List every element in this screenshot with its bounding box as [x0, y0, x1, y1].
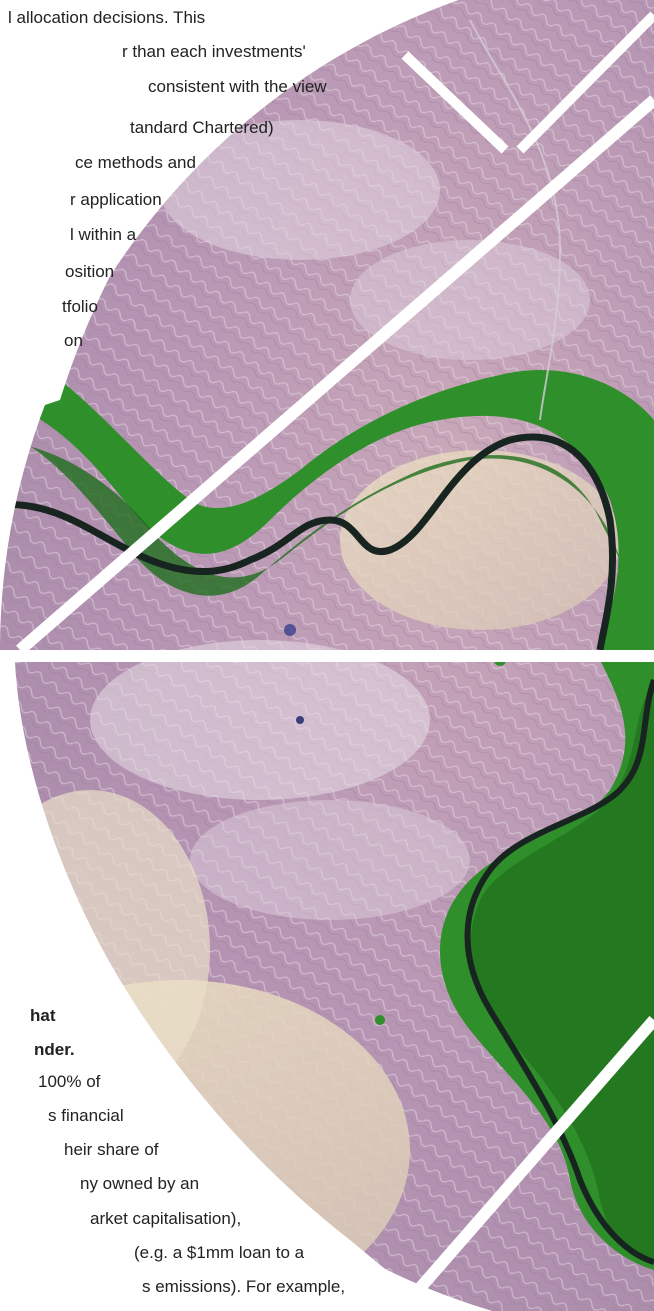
bottom-text-line: arket capitalisation),	[90, 1209, 242, 1228]
vegetation-upper	[0, 360, 654, 650]
top-text-line: tandard Chartered)	[130, 118, 274, 137]
divider-diagonal-4	[395, 1016, 654, 1311]
field-speck	[375, 1015, 385, 1025]
text-area-mask-bottom	[0, 662, 440, 1311]
top-text-line: consistent with the view	[148, 77, 327, 96]
top-text-line: osition	[65, 262, 115, 281]
wadi-patch-3	[90, 640, 430, 800]
sand-area-top	[340, 450, 620, 630]
top-text-line: l allocation decisions. This	[8, 8, 206, 27]
bottom-text-line: s emissions). For example,	[142, 1277, 346, 1296]
bottom-heading-line: nder.	[34, 1040, 75, 1059]
vegetation-upper-dark	[0, 430, 620, 596]
bottom-text-line: ny owned by an	[80, 1174, 200, 1193]
road	[469, 19, 562, 421]
vegetation-lower-dark	[470, 680, 654, 1260]
bottom-text-line: (e.g. a $1mm loan to a	[134, 1243, 305, 1262]
divider-diagonal-2	[516, 11, 654, 154]
wadi-patch-2	[350, 240, 590, 360]
bottom-heading-line: hat	[30, 1006, 56, 1025]
field-speck	[284, 624, 296, 636]
text-area-mask	[0, 0, 375, 420]
wadi-patch-1	[160, 120, 440, 260]
top-text-line: tfolio	[62, 297, 98, 316]
top-text-line: r application	[70, 190, 162, 209]
divider-diagonal-1	[401, 51, 509, 154]
top-text-line: l within a	[70, 225, 137, 244]
bottom-text-line: heir share of	[64, 1140, 159, 1159]
bottom-text-line: 100% of	[38, 1072, 101, 1091]
river-upper	[0, 433, 617, 651]
river-lower	[464, 679, 654, 1265]
divider-diagonal-3	[16, 95, 654, 655]
divider-horizontal	[0, 650, 654, 662]
field-speck	[296, 716, 304, 724]
wadi-patch-4	[190, 800, 470, 920]
top-text-line: on	[64, 331, 83, 350]
bottom-text-line: s financial	[48, 1106, 124, 1125]
top-text-line: ce methods and	[75, 153, 196, 172]
top-text-line: r than each investments'	[122, 42, 306, 61]
